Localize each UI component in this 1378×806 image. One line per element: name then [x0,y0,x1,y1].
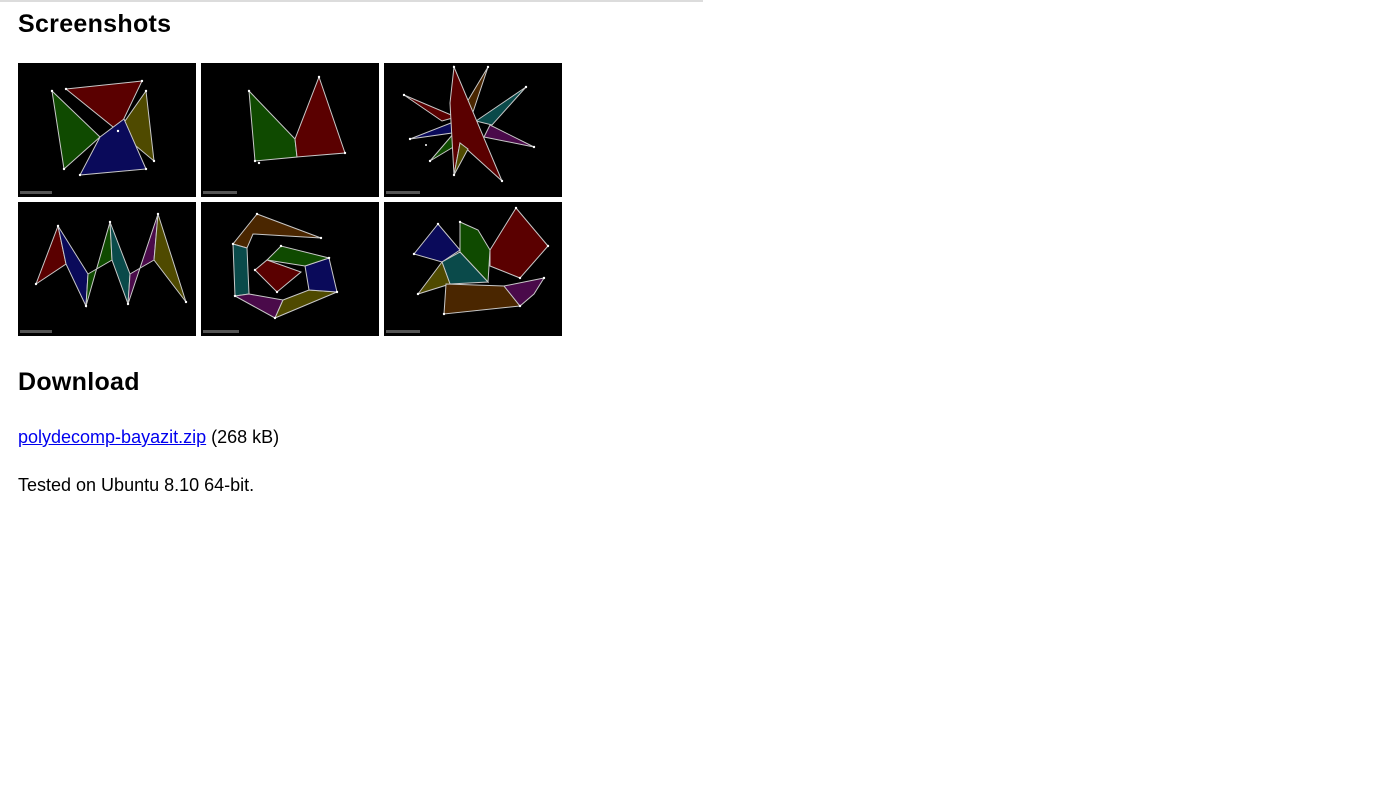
top-divider [0,0,703,2]
download-link[interactable]: polydecomp-bayazit.zip [18,427,207,447]
polygon-decomposition-image [386,206,550,333]
download-heading: Download [18,368,140,396]
screenshot-gallery [18,63,562,336]
polygon-decomposition-image [20,212,188,333]
polygon-decomposition-image [203,212,339,333]
screenshot-thumb-2[interactable] [201,63,379,197]
download-line: polydecomp-bayazit.zip (268 kB) [18,426,279,448]
screenshot-thumb-5[interactable] [201,202,379,336]
file-size: (268 kB) [211,427,280,447]
polygon-decomposition-image [386,65,536,194]
screenshot-thumb-1[interactable] [18,63,196,197]
screenshot-thumb-3[interactable] [384,63,562,197]
screenshot-thumb-4[interactable] [18,202,196,336]
tested-note: Tested on Ubuntu 8.10 64-bit. [18,475,255,495]
screenshot-thumb-6[interactable] [384,202,562,336]
polygon-decomposition-image [203,75,347,194]
screenshots-heading: Screenshots [18,10,172,38]
polygon-decomposition-image [20,79,156,194]
